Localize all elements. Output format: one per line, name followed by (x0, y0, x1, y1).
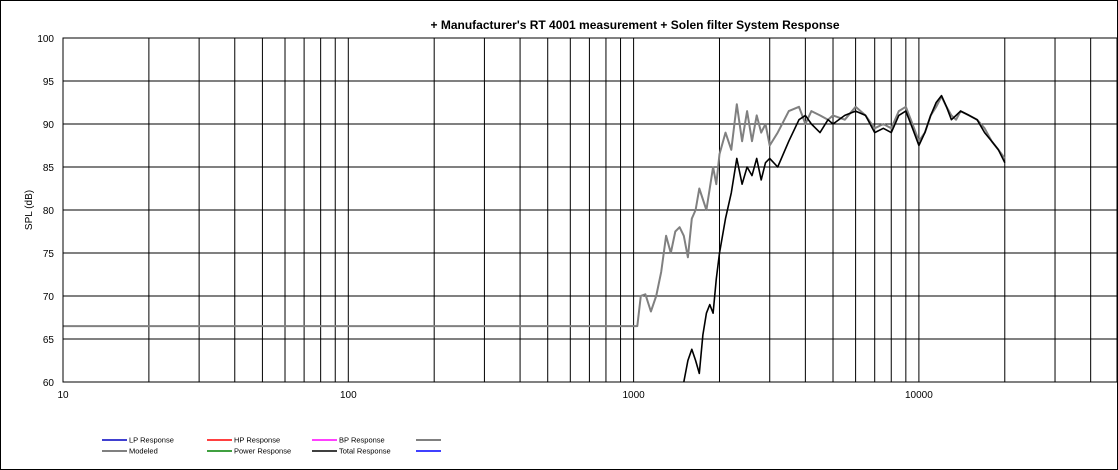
y-tick-label: 95 (43, 77, 55, 88)
legend-label-modeled: Modeled (129, 447, 158, 456)
legend-label-power: Power Response (234, 447, 291, 456)
y-axis-label: SPL (dB) (24, 190, 35, 230)
y-tick-label: 75 (43, 249, 55, 260)
y-tick-label: 65 (43, 335, 55, 346)
axis-tick-labels: 10 100 1000 10000 60 65 70 75 80 85 90 95 100 (37, 34, 933, 401)
y-tick-label: 85 (43, 163, 55, 174)
chart-title: + Manufacturer's RT 4001 measurement + S… (430, 18, 839, 32)
y-tick-label: 80 (43, 206, 55, 217)
y-tick-label: 70 (43, 292, 55, 303)
y-tick-label: 100 (37, 34, 54, 45)
legend-label-hp: HP Response (234, 436, 280, 445)
x-tick-label: 10000 (905, 390, 933, 401)
plot-area-border (62, 37, 1118, 383)
plot-series (63, 94, 1006, 383)
grid-lines (63, 38, 1117, 382)
legend-label-total: Total Response (339, 447, 391, 456)
series-line-modeled (63, 95, 1006, 328)
x-tick-label: 100 (340, 390, 357, 401)
legend-label-bp: BP Response (339, 436, 385, 445)
legend: LP Response HP Response BP Response Modeled… (102, 436, 441, 456)
x-tick-label: 10 (57, 390, 69, 401)
legend-label-lp: LP Response (129, 436, 174, 445)
series-line-total (683, 94, 1006, 383)
x-tick-label: 1000 (622, 390, 645, 401)
y-tick-label: 60 (43, 378, 55, 389)
y-tick-label: 90 (43, 120, 55, 131)
